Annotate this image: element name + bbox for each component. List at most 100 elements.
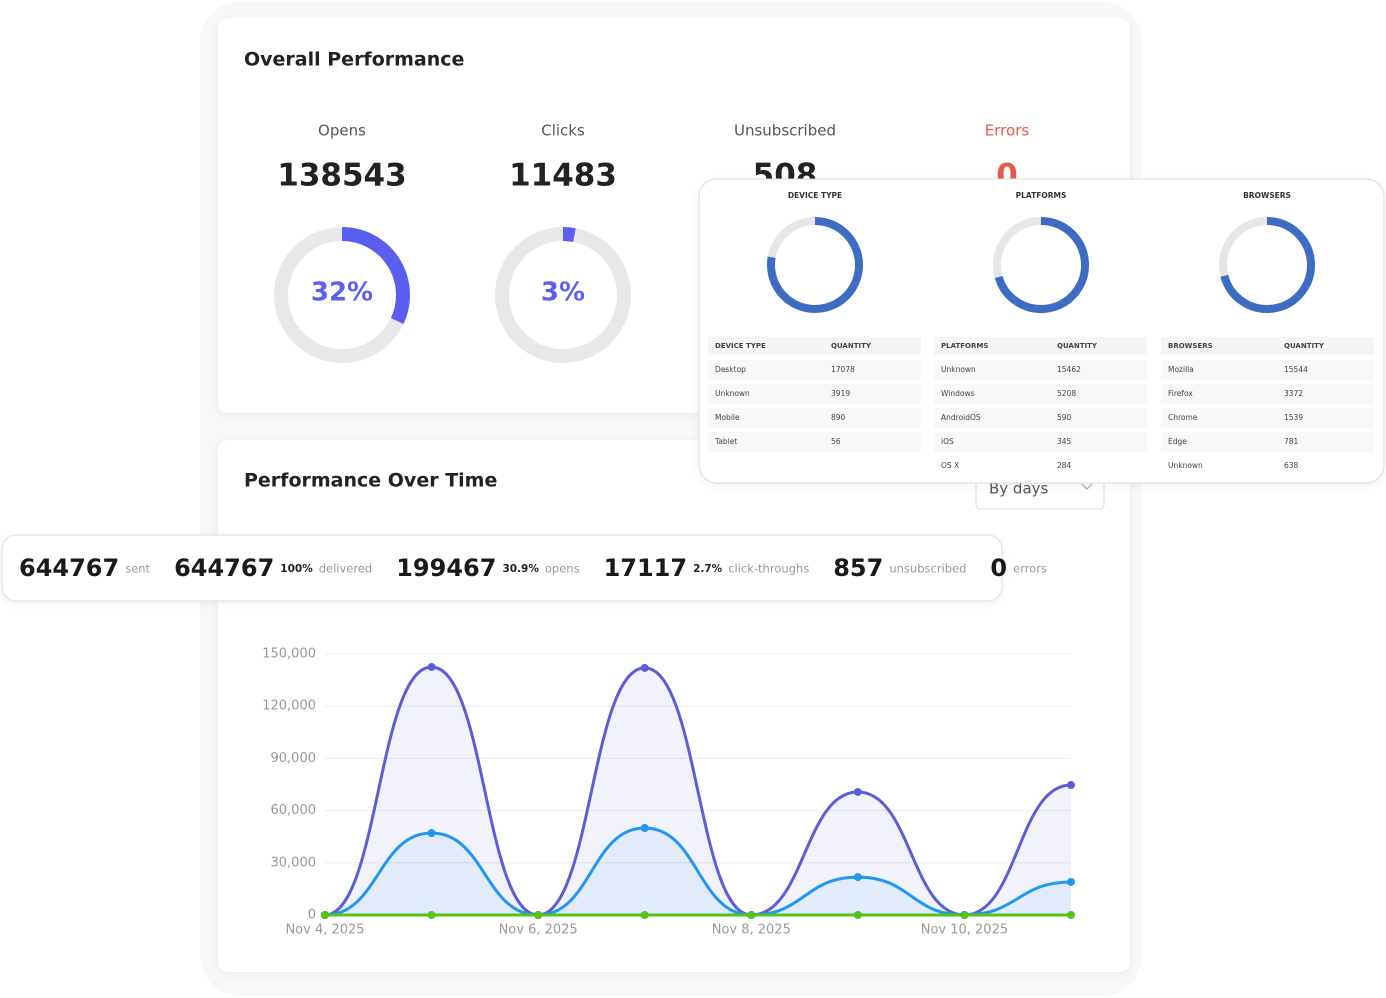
- table-row-bg: [934, 408, 1147, 428]
- table-row-bg: [708, 432, 921, 452]
- overall-section: Overall Performance Opens 138543 32% Clicks…: [244, 49, 1030, 363]
- table-cell: AndroidOS: [941, 413, 981, 422]
- table-header-bg: [1161, 337, 1374, 355]
- series-point: [1067, 877, 1075, 886]
- section-title: Performance Over Time: [244, 470, 497, 492]
- table-row-bg: [1161, 360, 1374, 380]
- series-point: [1067, 911, 1075, 919]
- table-cell: 3372: [1284, 389, 1303, 398]
- table-cell: 56: [831, 437, 841, 446]
- summary-value: 199467: [396, 554, 496, 582]
- series-area: [325, 667, 1071, 915]
- donut-segment: [993, 219, 1028, 278]
- y-tick-label: 0: [308, 908, 316, 923]
- table-header: DEVICE TYPE: [715, 342, 766, 350]
- table-row-bg: [708, 408, 921, 428]
- summary-value: 17117: [604, 554, 688, 582]
- donut-segment: [1219, 233, 1238, 277]
- y-tick-label: 120,000: [262, 699, 316, 714]
- table-cell: OS X: [941, 461, 959, 470]
- x-tick-label: Nov 8, 2025: [712, 923, 791, 938]
- dropdown-value[interactable]: By days: [989, 480, 1049, 498]
- table-cell: Windows: [941, 389, 975, 398]
- summary-value: 644767: [174, 554, 274, 582]
- table-header-bg: [934, 337, 1147, 355]
- table-cell: 3919: [831, 389, 850, 398]
- summary-label: sent: [125, 562, 150, 576]
- table-cell: 17078: [831, 365, 855, 374]
- metric-label: Errors: [985, 122, 1030, 140]
- table-header-bg: [708, 337, 921, 355]
- table-cell: Desktop: [715, 365, 746, 374]
- donut-segment: [1220, 217, 1315, 313]
- y-tick-label: 90,000: [271, 751, 317, 766]
- ring-value: [341, 227, 410, 324]
- series-point: [640, 663, 649, 672]
- donut-segment: [1024, 217, 1034, 228]
- series-point: [747, 911, 756, 919]
- metric-value: 138543: [277, 158, 406, 194]
- table-row-bg: [934, 360, 1147, 380]
- table-header: QUANTITY: [831, 342, 872, 350]
- metric-value: 11483: [509, 158, 617, 194]
- table-cell: 781: [1284, 437, 1299, 446]
- donut-segment: [767, 218, 805, 259]
- table-cell: 15462: [1057, 365, 1081, 374]
- donut-segment: [1247, 217, 1260, 229]
- summary-label: unsubscribed: [889, 562, 966, 576]
- table-header: BROWSERS: [1168, 342, 1213, 350]
- table-cell: 284: [1057, 461, 1072, 470]
- series-point: [960, 911, 969, 919]
- table-cell: 5208: [1057, 389, 1076, 398]
- ring-label: 32%: [311, 278, 373, 308]
- series-point: [640, 911, 649, 919]
- summary-bar: 644767 sent 644767 100% delivered 199467 30.9%…: [1, 534, 1047, 602]
- table-header: QUANTITY: [1284, 342, 1325, 350]
- table-cell: Mobile: [715, 413, 740, 422]
- x-tick-label: Nov 10, 2025: [921, 923, 1008, 938]
- table-cell: Mozilla: [1168, 365, 1194, 374]
- table-cell: 345: [1057, 437, 1072, 446]
- series-line: [324, 665, 1072, 917]
- summary-label: delivered: [319, 562, 373, 576]
- summary-label: click-throughs: [728, 562, 809, 576]
- table-header: PLATFORMS: [941, 342, 988, 350]
- summary-label: errors: [1013, 562, 1047, 576]
- table-cell: Firefox: [1168, 389, 1193, 398]
- summary-percent: 100%: [280, 563, 313, 575]
- ring-value: [562, 227, 576, 242]
- series-point: [853, 911, 862, 919]
- series-point: [853, 787, 862, 796]
- donut-segment: [767, 217, 863, 313]
- table-cell: Edge: [1168, 437, 1187, 446]
- panel-heading: PLATFORMS: [1016, 191, 1067, 200]
- summary-value: 0: [990, 554, 1007, 582]
- donut-segment: [1258, 217, 1268, 226]
- donut-segment: [1230, 220, 1252, 239]
- table-row-bg: [934, 432, 1147, 452]
- summary-value: 644767: [19, 554, 119, 582]
- table-header: QUANTITY: [1057, 342, 1098, 350]
- x-tick-label: Nov 6, 2025: [499, 923, 578, 938]
- series-point: [427, 663, 436, 672]
- metric-label: Unsubscribed: [734, 122, 836, 140]
- summary-value: 857: [833, 554, 883, 582]
- table-cell: Unknown: [1168, 461, 1203, 470]
- series-point: [534, 911, 543, 919]
- summary-box: [1, 534, 1003, 602]
- dropdown-arrow: [1081, 483, 1093, 490]
- series-line: [324, 826, 1072, 917]
- y-tick-label: 150,000: [262, 647, 316, 662]
- section-title: Overall Performance: [244, 49, 464, 71]
- summary-percent: 30.9%: [502, 563, 539, 575]
- table-row-bg: [1161, 408, 1374, 428]
- table-row-bg: [1161, 384, 1374, 404]
- panel-heading: BROWSERS: [1243, 191, 1291, 200]
- series-point: [427, 911, 436, 919]
- y-tick-label: 30,000: [271, 855, 317, 870]
- table-cell: 638: [1284, 461, 1299, 470]
- donut-segment: [994, 217, 1089, 313]
- summary-label: opens: [545, 562, 580, 576]
